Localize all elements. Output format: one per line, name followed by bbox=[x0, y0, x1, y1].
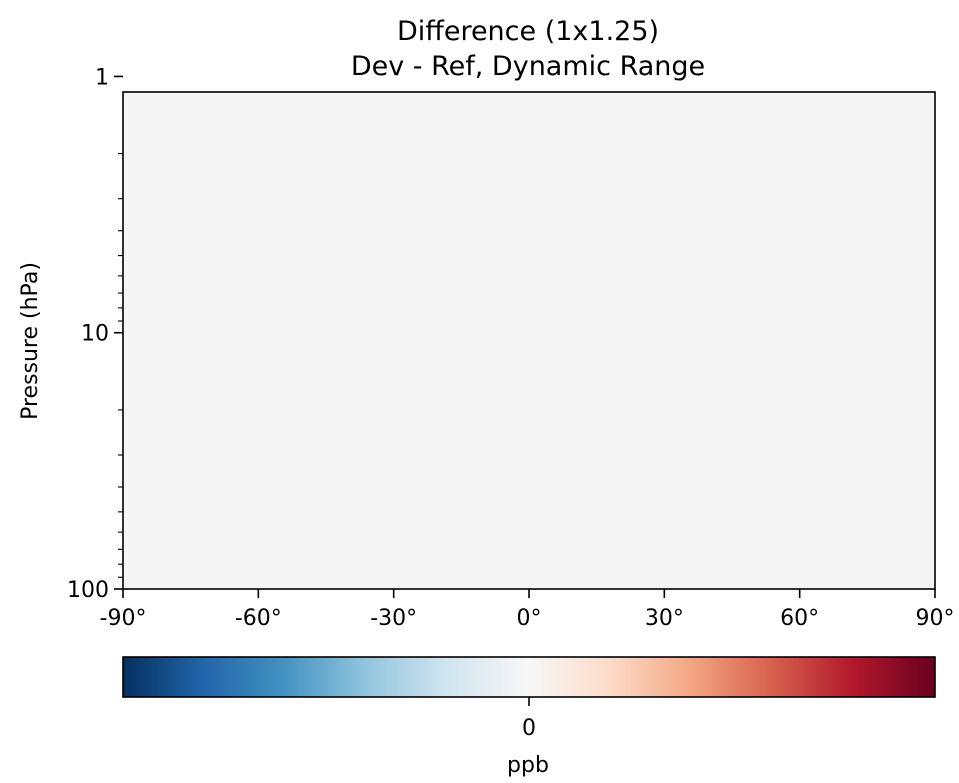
x-tick-label: -30° bbox=[370, 606, 417, 631]
x-tick-label: 60° bbox=[780, 606, 819, 631]
y-tick-label: 100 bbox=[67, 578, 109, 603]
y-tick-label: 1 bbox=[95, 65, 109, 90]
x-tick-label: -90° bbox=[100, 606, 147, 631]
x-tick-label: 0° bbox=[517, 606, 542, 631]
colorbar bbox=[122, 656, 936, 698]
colorbar-ticks: 0 bbox=[522, 697, 536, 741]
heatmap-field bbox=[123, 92, 935, 589]
y-axis-ticks: 1 10 100 bbox=[67, 65, 123, 603]
x-tick-label: -60° bbox=[235, 606, 282, 631]
chart-subtitle: Dev - Ref, Dynamic Range bbox=[351, 51, 705, 82]
chart-title: Difference (1x1.25) bbox=[397, 16, 659, 47]
colorbar-label: ppb bbox=[507, 753, 549, 778]
colorbar-tick-label: 0 bbox=[522, 716, 536, 741]
y-axis-label: Pressure (hPa) bbox=[18, 262, 43, 420]
x-tick-label: 90° bbox=[916, 606, 955, 631]
x-tick-label: 30° bbox=[645, 606, 684, 631]
x-axis-ticks: -90° -60° -30° 0° 30° 60° 90° bbox=[100, 589, 955, 631]
plot-frame bbox=[122, 91, 936, 590]
y-tick-label: 10 bbox=[81, 322, 109, 347]
